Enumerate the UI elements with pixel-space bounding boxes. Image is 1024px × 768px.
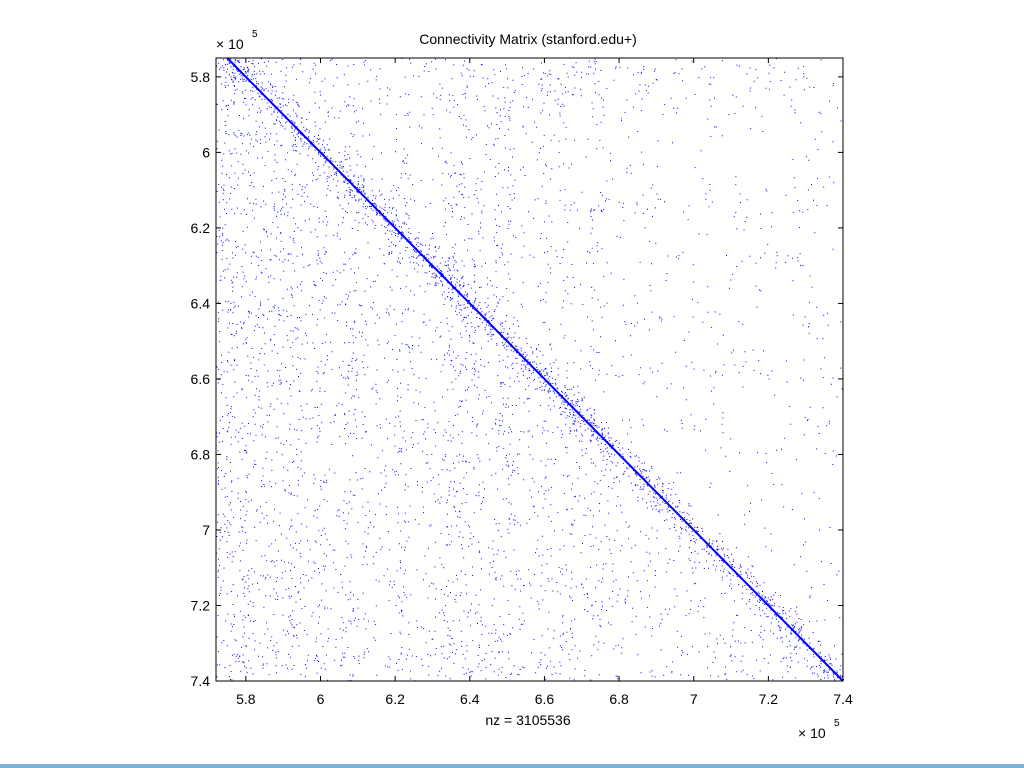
x-tick-label: 7.4 bbox=[833, 691, 853, 707]
y-tick-label: 6 bbox=[202, 144, 210, 160]
y-tick-label: 5.8 bbox=[191, 69, 211, 85]
footer-rule bbox=[0, 764, 1024, 768]
y-tick-label: 6.8 bbox=[191, 446, 211, 462]
plot-frame bbox=[215, 57, 844, 682]
y-tick-label: 7 bbox=[202, 522, 210, 538]
x-tick-label: 6.2 bbox=[385, 691, 405, 707]
x-tick-label: 6.8 bbox=[609, 691, 629, 707]
x-tick-label: 5.8 bbox=[236, 691, 256, 707]
x-axis-label: nz = 3105536 bbox=[485, 712, 570, 728]
x-axis: 5.8 6 6.2 6.4 6.6 6.8 7 7.2 7.4 bbox=[236, 58, 853, 707]
y-tick-label: 6.2 bbox=[191, 220, 211, 236]
x-tick-label: 6.6 bbox=[535, 691, 555, 707]
x-tick-label: 6 bbox=[317, 691, 325, 707]
chart-title: Connectivity Matrix (stanford.edu+) bbox=[419, 31, 636, 47]
x-exponent-power: 5 bbox=[834, 718, 840, 729]
x-tick-label: 7.2 bbox=[759, 691, 779, 707]
y-tick-label: 7.2 bbox=[191, 597, 211, 613]
diagonal-line bbox=[226, 57, 844, 682]
y-axis: 5.8 6 6.2 6.4 6.6 6.8 7 7.2 7.4 bbox=[191, 69, 843, 689]
y-tick-label: 6.4 bbox=[191, 295, 211, 311]
y-exponent-multiplier: × 10 bbox=[216, 36, 244, 52]
y-exponent-power: 5 bbox=[252, 29, 258, 40]
y-tick-label: 6.6 bbox=[191, 371, 211, 387]
x-tick-label: 6.4 bbox=[460, 691, 480, 707]
y-tick-label: 7.4 bbox=[191, 673, 211, 689]
x-tick-label: 7 bbox=[690, 691, 698, 707]
x-exponent-multiplier: × 10 bbox=[798, 725, 826, 741]
